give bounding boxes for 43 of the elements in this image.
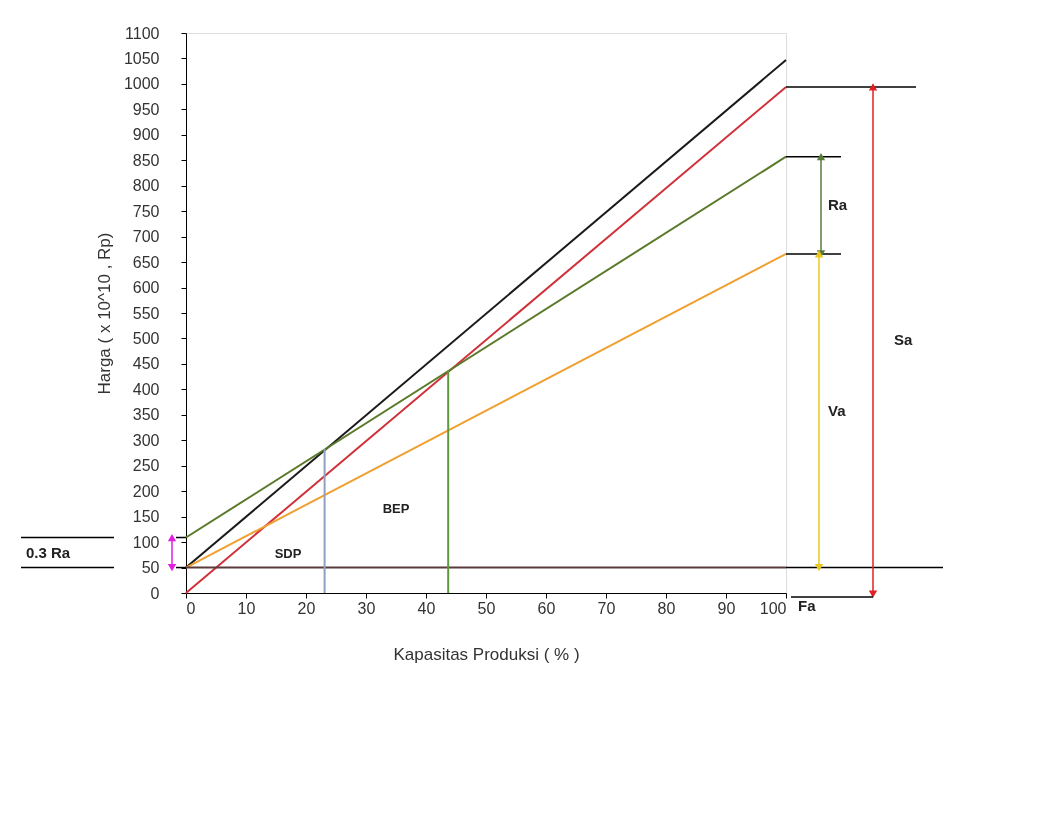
y-tick-label: 700 bbox=[132, 228, 160, 246]
y-tick-label: 350 bbox=[132, 406, 160, 424]
y-tick-label: 250 bbox=[132, 457, 160, 475]
x-tick-label: 90 bbox=[717, 599, 736, 617]
annotation: SDP bbox=[274, 545, 302, 561]
y-tick-label: 1100 bbox=[125, 24, 160, 42]
text: 0.3 Ra bbox=[26, 543, 71, 561]
y-tick-label: 750 bbox=[132, 202, 160, 220]
y-tick-label: 600 bbox=[132, 279, 160, 297]
x-tick-label: 60 bbox=[537, 599, 556, 617]
y-tick-label: 550 bbox=[132, 304, 160, 322]
x-tick-label: 30 bbox=[357, 599, 376, 617]
y-tick-label: 900 bbox=[132, 126, 160, 144]
x-tick-label: 20 bbox=[297, 599, 316, 617]
x-tick-label: 80 bbox=[657, 599, 676, 617]
x-tick-label: 100 bbox=[759, 599, 787, 617]
y-tick-label: 150 bbox=[132, 508, 160, 526]
x-tick-label: 0 bbox=[186, 599, 196, 617]
x-tick-label: 10 bbox=[237, 599, 256, 617]
y-tick-label: 950 bbox=[132, 100, 160, 118]
y-tick-label: 50 bbox=[141, 559, 160, 577]
y-tick-label: 850 bbox=[132, 151, 160, 169]
y-tick-label: 1000 bbox=[123, 75, 160, 93]
y-tick-label: 500 bbox=[132, 329, 160, 347]
x-tick-label: 50 bbox=[477, 599, 496, 617]
y-tick-label: 100 bbox=[132, 533, 160, 551]
y-tick-label: 650 bbox=[132, 253, 160, 271]
y-tick-label: 800 bbox=[132, 177, 160, 195]
text: Fa bbox=[798, 597, 817, 614]
x-axis-title: Kapasitas Produksi ( % ) bbox=[393, 644, 580, 664]
y-tick-label: 450 bbox=[132, 355, 160, 373]
x-tick-label: 70 bbox=[597, 599, 616, 617]
text: Va bbox=[828, 401, 847, 419]
x-tick-label: 40 bbox=[417, 599, 436, 617]
y-tick-label: 0 bbox=[150, 584, 160, 602]
text: Sa bbox=[894, 331, 913, 349]
text: Ra bbox=[828, 196, 848, 214]
y-tick-label: 400 bbox=[132, 380, 160, 398]
y-tick-label: 300 bbox=[132, 431, 160, 449]
y-tick-label: 200 bbox=[132, 482, 160, 500]
annotation: BEP bbox=[382, 501, 410, 516]
y-axis-title: Harga ( x 10^10 , Rp) bbox=[94, 232, 114, 395]
y-tick-label: 1050 bbox=[123, 49, 160, 67]
